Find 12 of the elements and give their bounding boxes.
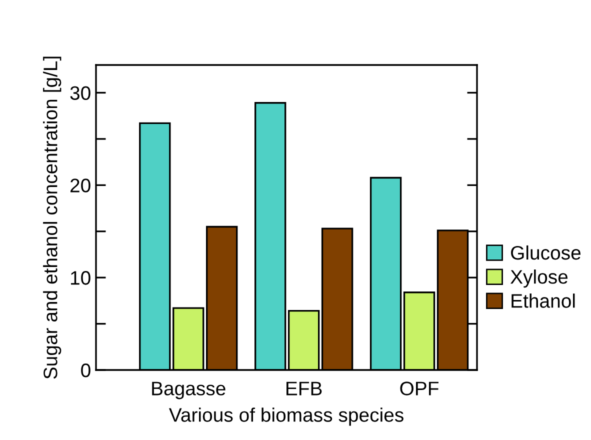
x-tick-label: EFB bbox=[286, 382, 322, 396]
y-tick-label: 10 bbox=[70, 271, 90, 285]
x-tick-label: Bagasse bbox=[152, 382, 226, 400]
legend-label: Glucose bbox=[511, 245, 581, 260]
y-axis-title: Sugar and ethanol concentration [g/L] bbox=[43, 56, 62, 379]
legend-label: Xylose bbox=[510, 269, 568, 288]
x-axis-title: Various of biomass species bbox=[168, 408, 404, 426]
y-tick-label: 0 bbox=[81, 363, 90, 378]
y-tick-label: 30 bbox=[70, 86, 90, 100]
y-tick-label: 20 bbox=[70, 178, 90, 192]
legend-label: Ethanol bbox=[512, 294, 575, 308]
x-tick-label: OPF bbox=[400, 382, 438, 396]
